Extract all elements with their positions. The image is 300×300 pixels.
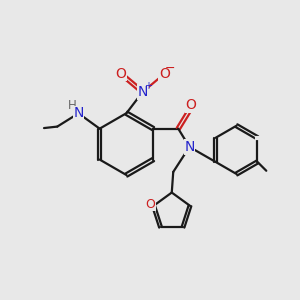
Text: O: O (159, 67, 170, 81)
Text: O: O (116, 67, 126, 81)
Text: O: O (145, 198, 155, 211)
Text: N: N (73, 106, 84, 120)
Text: N: N (184, 140, 195, 154)
Text: O: O (185, 98, 196, 112)
Text: N: N (137, 85, 148, 99)
Text: −: − (165, 62, 175, 75)
Text: +: + (144, 80, 152, 91)
Text: H: H (68, 99, 76, 112)
